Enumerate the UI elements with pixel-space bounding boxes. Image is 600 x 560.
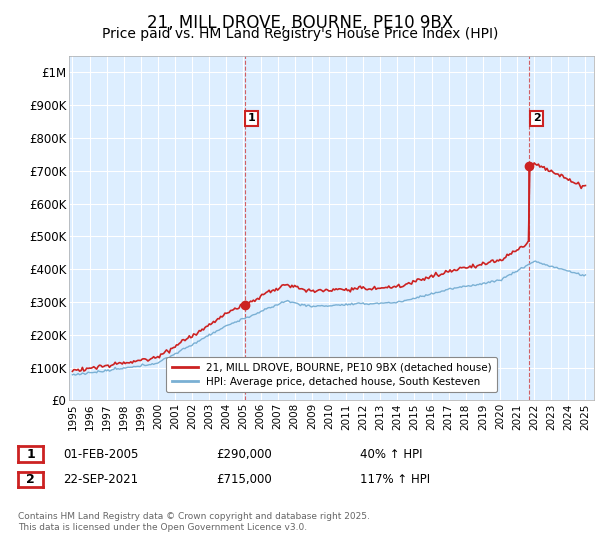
Text: 01-FEB-2005: 01-FEB-2005 xyxy=(63,448,139,461)
Text: £290,000: £290,000 xyxy=(216,448,272,461)
Text: 2: 2 xyxy=(26,473,35,486)
Text: 21, MILL DROVE, BOURNE, PE10 9BX: 21, MILL DROVE, BOURNE, PE10 9BX xyxy=(147,14,453,32)
Text: £715,000: £715,000 xyxy=(216,473,272,487)
Text: 1: 1 xyxy=(26,447,35,461)
Text: 22-SEP-2021: 22-SEP-2021 xyxy=(63,473,138,487)
Text: Price paid vs. HM Land Registry's House Price Index (HPI): Price paid vs. HM Land Registry's House … xyxy=(102,27,498,41)
Text: 1: 1 xyxy=(247,113,255,123)
Text: 117% ↑ HPI: 117% ↑ HPI xyxy=(360,473,430,487)
Text: 40% ↑ HPI: 40% ↑ HPI xyxy=(360,448,422,461)
Text: 2: 2 xyxy=(533,113,541,123)
Legend: 21, MILL DROVE, BOURNE, PE10 9BX (detached house), HPI: Average price, detached : 21, MILL DROVE, BOURNE, PE10 9BX (detach… xyxy=(166,357,497,392)
Text: Contains HM Land Registry data © Crown copyright and database right 2025.
This d: Contains HM Land Registry data © Crown c… xyxy=(18,512,370,532)
